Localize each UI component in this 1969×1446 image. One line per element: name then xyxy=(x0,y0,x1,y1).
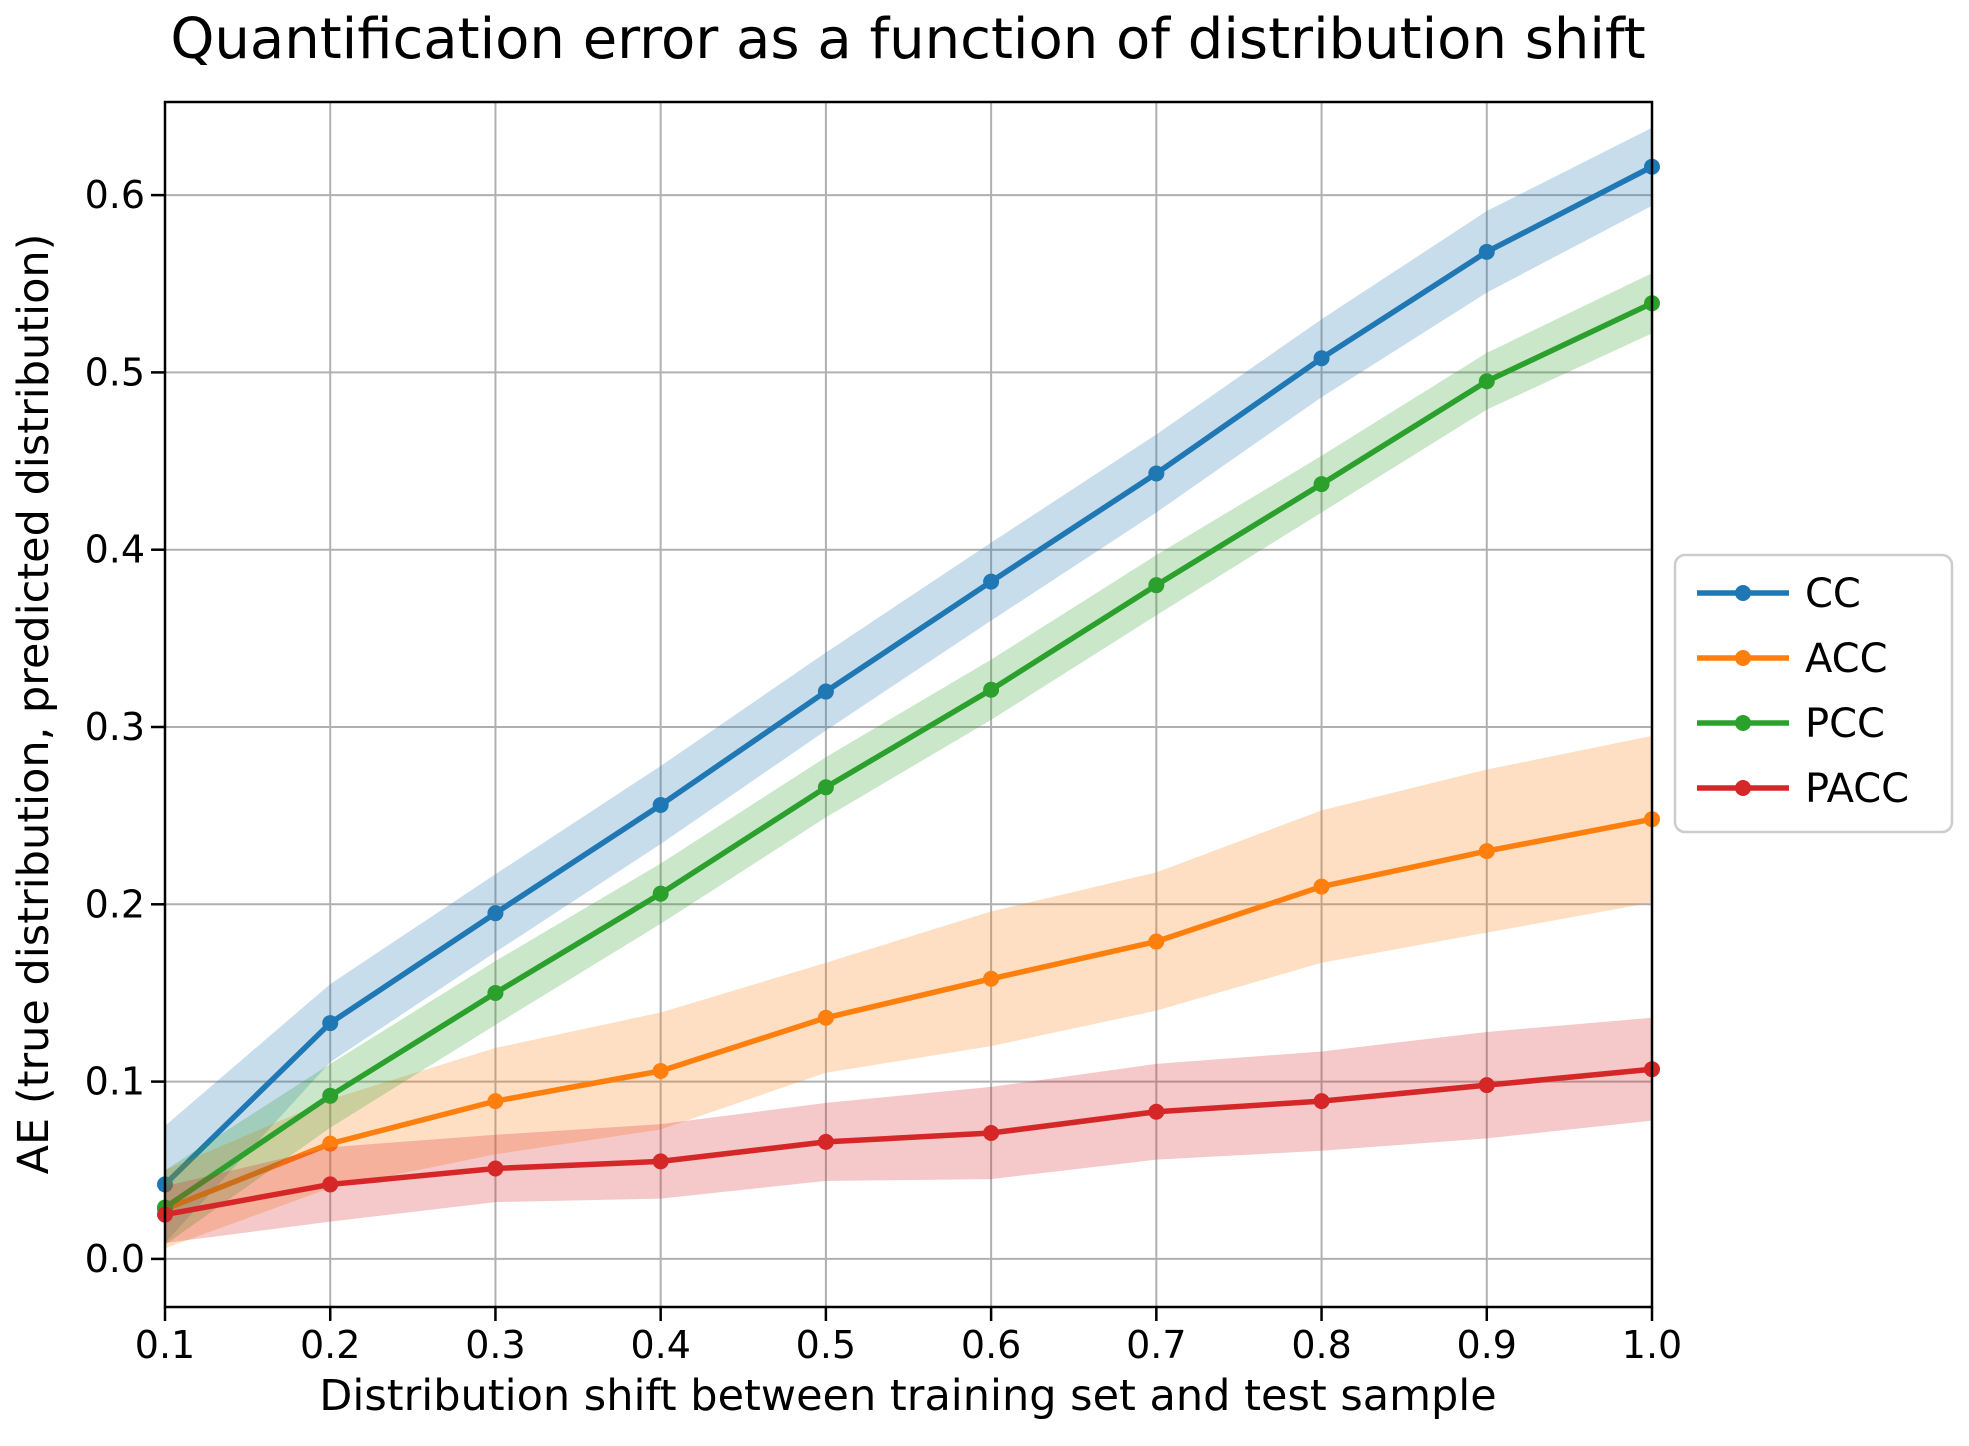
legend-marker xyxy=(1735,650,1751,666)
axes-frame xyxy=(163,100,1654,1309)
x-tick-label: 0.3 xyxy=(465,1323,525,1367)
error-band-pcc xyxy=(165,273,1652,1245)
marker-pcc xyxy=(817,779,834,796)
x-tick-label: 0.5 xyxy=(796,1323,856,1367)
marker-pacc xyxy=(322,1176,339,1193)
marker-acc xyxy=(983,970,1000,987)
marker-acc xyxy=(1148,933,1165,950)
x-tick-label: 0.4 xyxy=(630,1323,690,1367)
marker-cc xyxy=(322,1015,339,1032)
series-pacc xyxy=(157,1017,1660,1243)
y-tick-label: 0.3 xyxy=(85,705,145,749)
y-tick-label: 0.5 xyxy=(85,350,145,394)
marker-pcc xyxy=(322,1087,339,1104)
error-band-cc xyxy=(165,127,1652,1243)
x-tick-label: 0.9 xyxy=(1457,1323,1517,1367)
legend-marker xyxy=(1735,585,1751,601)
legend-marker xyxy=(1735,780,1751,796)
series-pcc xyxy=(157,273,1660,1245)
tick-layer: 0.1 0.2 0.3 0.4 0.5 0.6 0.7 0.8 0.9 1.0 0.0 0.1 0.2 0… xyxy=(85,173,1683,1367)
series-layer xyxy=(157,127,1660,1249)
marker-cc xyxy=(983,573,1000,590)
y-tick-label: 0.0 xyxy=(85,1237,145,1281)
legend-item-pacc: PACC xyxy=(1697,766,1909,812)
y-tick-label: 0.2 xyxy=(85,882,145,926)
x-tick-label: 1.0 xyxy=(1622,1323,1682,1367)
legend-item-acc: ACC xyxy=(1697,636,1888,682)
marker-pacc xyxy=(1478,1077,1495,1094)
y-axis-label: AE (true distribution, predicted distrib… xyxy=(9,234,59,1175)
x-tick-label: 0.1 xyxy=(135,1323,195,1367)
marker-pacc xyxy=(652,1153,669,1170)
line-cc xyxy=(163,164,1654,1187)
marker-cc xyxy=(1478,243,1495,260)
y-tick-label: 0.1 xyxy=(85,1060,145,1104)
marker-pcc xyxy=(652,885,669,902)
marker-pacc xyxy=(817,1133,834,1150)
marker-pcc xyxy=(983,681,1000,698)
y-tick-label: 0.6 xyxy=(85,173,145,217)
marker-acc xyxy=(1313,878,1330,895)
marker-acc xyxy=(1478,843,1495,860)
grid-layer xyxy=(164,102,1653,1307)
marker-acc xyxy=(322,1135,339,1152)
marker-cc xyxy=(1148,465,1165,482)
marker-cc xyxy=(487,905,504,922)
marker-pcc xyxy=(487,984,504,1001)
marker-acc xyxy=(652,1062,669,1079)
line-pcc xyxy=(163,300,1654,1210)
marker-pacc xyxy=(487,1160,504,1177)
error-band-acc xyxy=(165,735,1652,1249)
marker-cc xyxy=(1313,350,1330,367)
marker-pacc xyxy=(1313,1093,1330,1110)
marker-acc xyxy=(487,1093,504,1110)
legend-label: CC xyxy=(1805,571,1861,617)
x-tick-label: 0.8 xyxy=(1291,1323,1351,1367)
chart-title: Quantification error as a function of di… xyxy=(170,7,1645,72)
marker-pacc xyxy=(1148,1103,1165,1120)
marker-cc xyxy=(817,683,834,700)
legend-frame xyxy=(1673,553,1954,834)
x-axis-label: Distribution shift between training set … xyxy=(319,1371,1496,1421)
x-tick-label: 0.7 xyxy=(1126,1323,1186,1367)
legend-marker xyxy=(1735,715,1751,731)
legend-label: PACC xyxy=(1805,766,1909,812)
error-band-pacc xyxy=(165,1017,1652,1243)
legend-item-pcc: PCC xyxy=(1697,701,1885,747)
line-acc xyxy=(163,816,1653,1212)
marker-pcc xyxy=(1313,476,1330,493)
marker-pacc xyxy=(983,1125,1000,1142)
y-tick-label: 0.4 xyxy=(85,528,145,572)
legend-label: ACC xyxy=(1805,636,1888,682)
legend: CC ACC PCC PACC xyxy=(1673,553,1954,834)
marker-pcc xyxy=(1148,577,1165,594)
marker-cc xyxy=(652,797,669,814)
x-tick-label: 0.2 xyxy=(300,1323,360,1367)
x-tick-label: 0.6 xyxy=(961,1323,1021,1367)
marker-acc xyxy=(817,1009,834,1026)
marker-pcc xyxy=(1478,373,1495,390)
series-cc xyxy=(157,127,1660,1243)
legend-label: PCC xyxy=(1805,701,1885,747)
line-pacc xyxy=(164,1066,1653,1218)
legend-item-cc: CC xyxy=(1697,571,1861,617)
